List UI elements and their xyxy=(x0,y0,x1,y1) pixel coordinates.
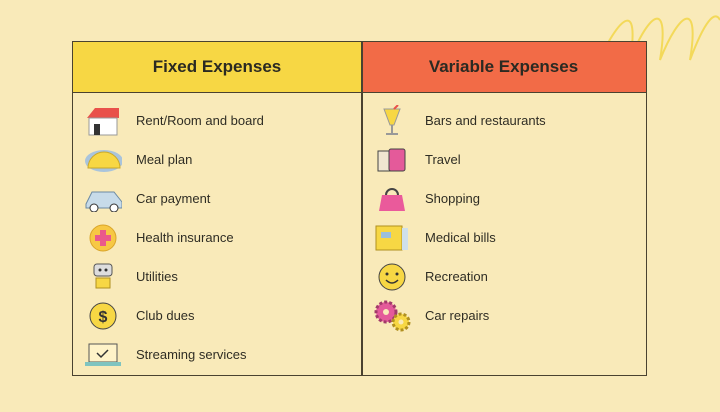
list-item: Recreation xyxy=(362,257,488,296)
decorative-squiggle xyxy=(589,15,720,81)
house-icon xyxy=(84,105,122,137)
column-divider xyxy=(361,42,363,375)
list-item: Rent/Room and board xyxy=(73,101,264,140)
list-item: Medical bills xyxy=(362,218,496,257)
bill-icon xyxy=(373,222,411,254)
gears-icon xyxy=(373,300,411,332)
fixed-expenses-header: Fixed Expenses xyxy=(73,42,361,93)
svg-text:$: $ xyxy=(99,309,108,326)
list-item: Car payment xyxy=(73,179,210,218)
variable-expenses-header: Variable Expenses xyxy=(361,42,646,93)
robot-icon xyxy=(84,261,122,293)
list-item: Meal plan xyxy=(73,140,192,179)
dollar-coin-icon: $ xyxy=(84,300,122,332)
list-item: Streaming services xyxy=(73,335,247,374)
list-item: Health insurance xyxy=(73,218,234,257)
laptop-icon xyxy=(84,339,122,371)
list-item: Bars and restaurants xyxy=(362,101,546,140)
medical-cross-icon xyxy=(84,222,122,254)
list-item: $ Club dues xyxy=(73,296,195,335)
list-item: Travel xyxy=(362,140,461,179)
list-item: Shopping xyxy=(362,179,480,218)
luggage-icon xyxy=(373,144,411,176)
handbag-icon xyxy=(373,183,411,215)
expenses-table: Fixed Expenses Variable Expenses Rent/Ro… xyxy=(72,41,647,376)
cocktail-icon xyxy=(373,104,411,137)
smiley-icon xyxy=(373,261,411,293)
list-item: Utilities xyxy=(73,257,178,296)
list-item: Car repairs xyxy=(362,296,489,335)
car-icon xyxy=(84,183,122,215)
taco-icon xyxy=(84,144,122,176)
